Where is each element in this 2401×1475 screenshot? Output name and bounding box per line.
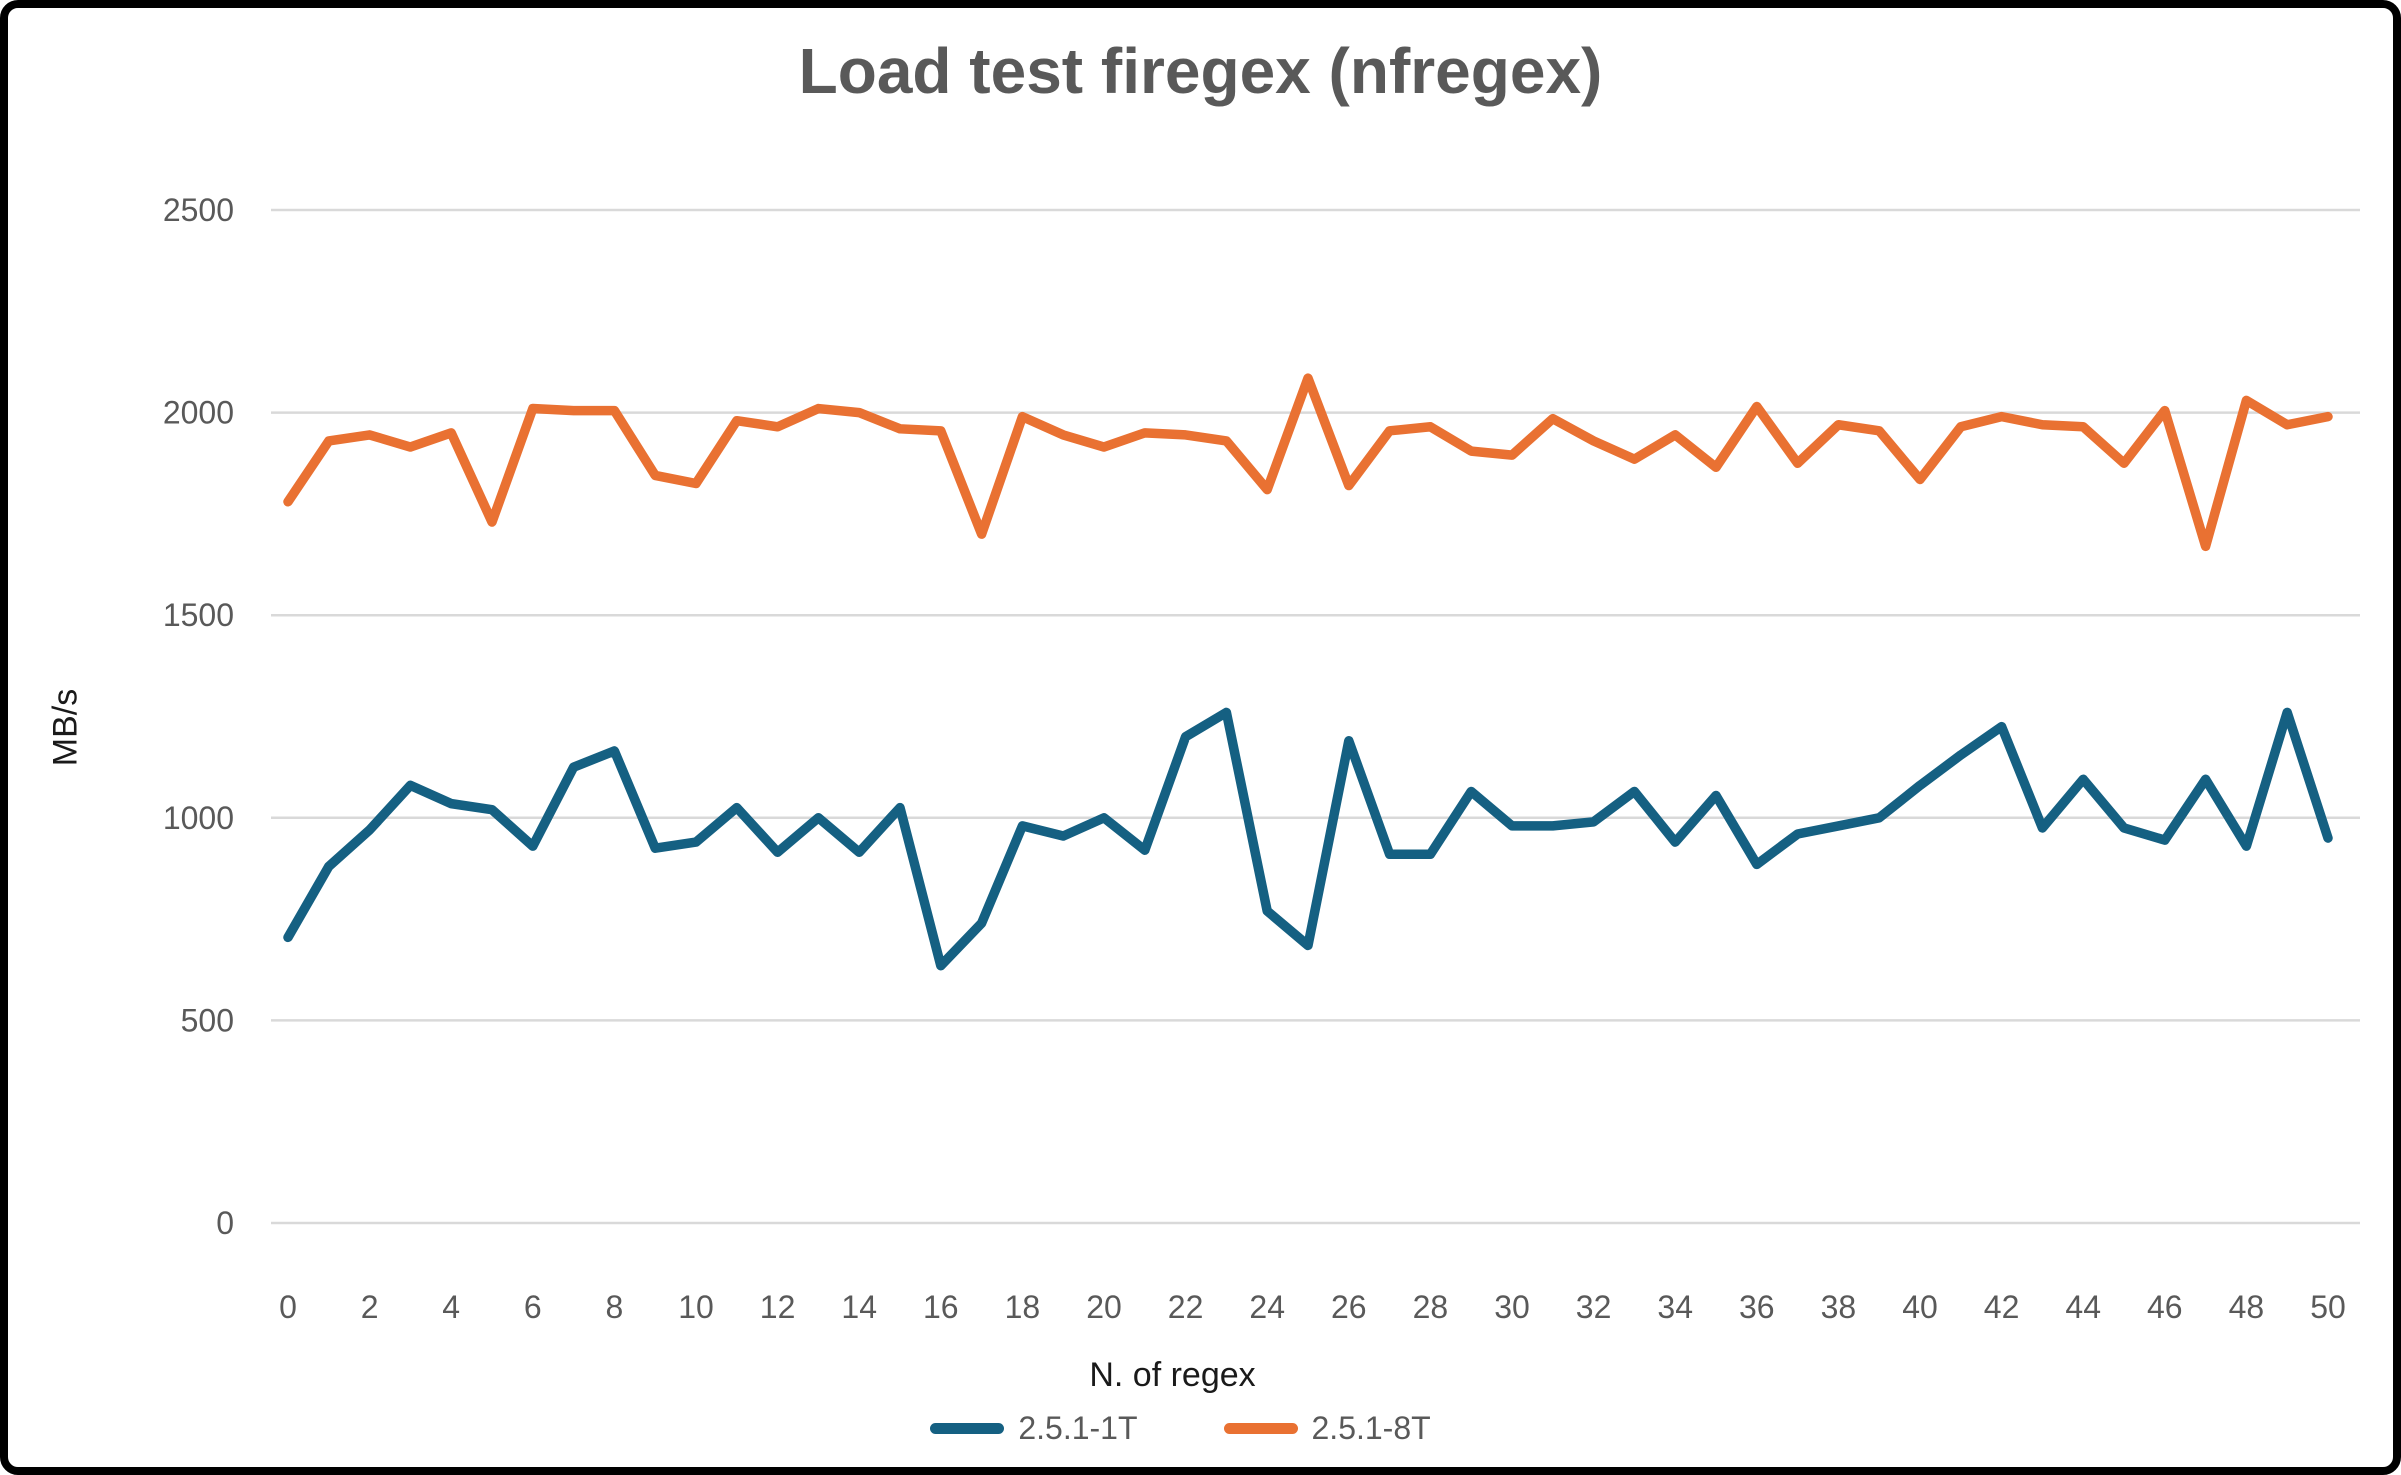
legend-item-8t: 2.5.1-8T — [1223, 1410, 1431, 1447]
x-tick-label: 44 — [2065, 1289, 2101, 1325]
y-tick-label: 2500 — [163, 192, 234, 228]
x-tick-label: 28 — [1413, 1289, 1449, 1325]
x-tick-label: 2 — [361, 1289, 379, 1325]
legend-swatch-1t — [930, 1423, 1005, 1434]
x-tick-label: 38 — [1821, 1289, 1857, 1325]
x-tick-label: 42 — [1984, 1289, 2020, 1325]
x-tick-label: 40 — [1902, 1289, 1938, 1325]
x-axis-title: N. of regex — [1089, 1356, 1256, 1394]
legend-label-8t: 2.5.1-8T — [1311, 1410, 1431, 1446]
x-tick-label: 24 — [1249, 1289, 1285, 1325]
x-tick-label: 8 — [606, 1289, 624, 1325]
x-tick-label: 20 — [1086, 1289, 1122, 1325]
y-tick-label: 0 — [216, 1205, 234, 1241]
legend-item-1t: 2.5.1-1T — [930, 1410, 1138, 1447]
x-tick-label: 22 — [1168, 1289, 1204, 1325]
y-tick-label: 500 — [181, 1002, 234, 1038]
x-tick-label: 4 — [442, 1289, 460, 1325]
y-axis-title: MB/s — [46, 688, 85, 767]
x-tick-label: 36 — [1739, 1289, 1775, 1325]
series-line-2.5.1-8T — [283, 373, 2333, 552]
y-tick-label: 1000 — [163, 800, 234, 836]
legend-label-1t: 2.5.1-1T — [1018, 1410, 1138, 1446]
x-tick-label: 16 — [923, 1289, 959, 1325]
x-tick-label: 30 — [1494, 1289, 1530, 1325]
x-tick-label: 26 — [1331, 1289, 1367, 1325]
x-tick-label: 32 — [1576, 1289, 1612, 1325]
series-line-2.5.1-1T — [283, 707, 2333, 971]
y-tick-label: 1500 — [163, 597, 234, 633]
x-tick-label: 0 — [279, 1289, 297, 1325]
x-tick-label: 14 — [841, 1289, 877, 1325]
y-tick-label: 2000 — [163, 395, 234, 431]
x-tick-label: 48 — [2229, 1289, 2265, 1325]
x-tick-label: 18 — [1005, 1289, 1041, 1325]
x-tick-label: 46 — [2147, 1289, 2183, 1325]
x-tick-label: 10 — [678, 1289, 714, 1325]
legend-swatch-8t — [1223, 1423, 1298, 1434]
x-tick-label: 34 — [1657, 1289, 1693, 1325]
legend: 2.5.1-1T 2.5.1-8T — [8, 1410, 2353, 1447]
x-tick-label: 12 — [760, 1289, 796, 1325]
x-tick-label: 50 — [2310, 1289, 2346, 1325]
chart-title: Load test firegex (nfregex) — [798, 35, 1603, 107]
x-tick-label: 6 — [524, 1289, 542, 1325]
